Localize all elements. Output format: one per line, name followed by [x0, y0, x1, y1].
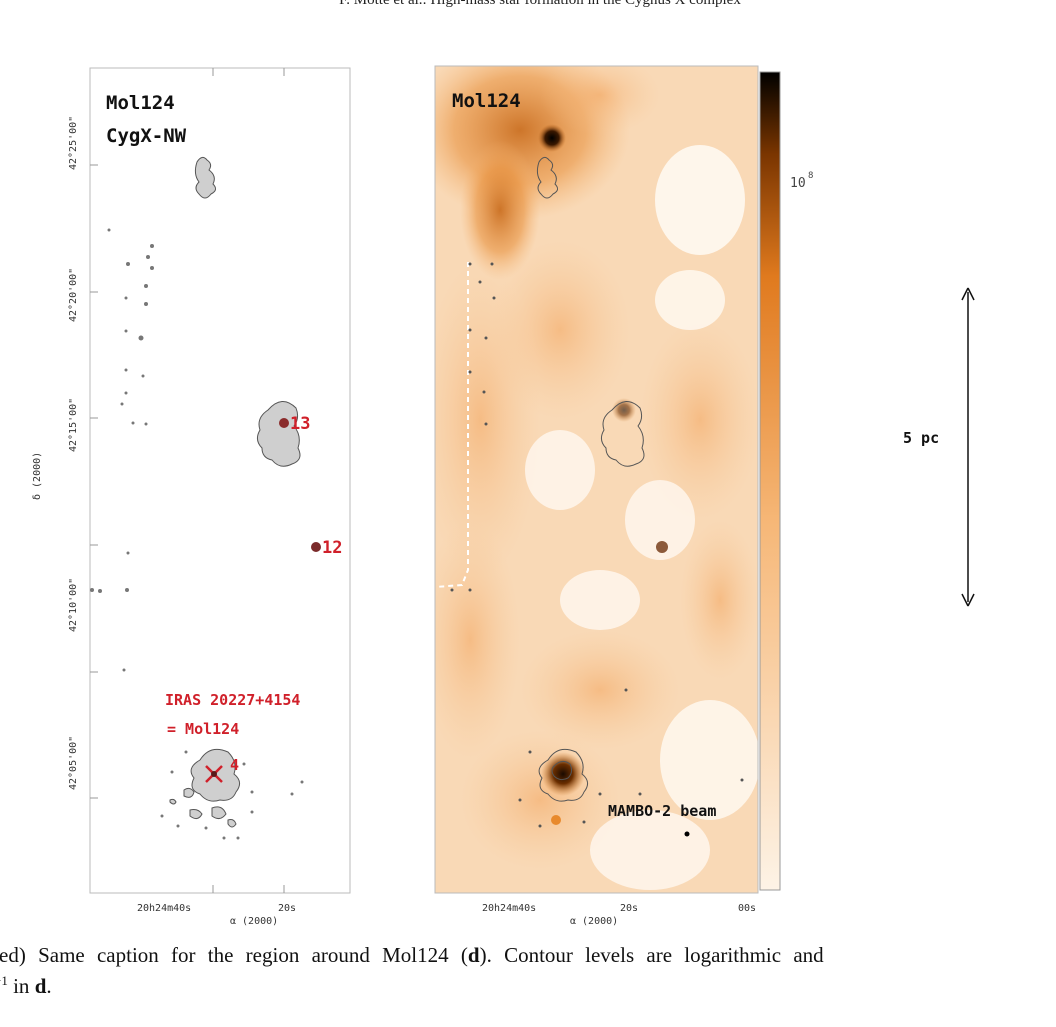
- contour-cygx-nw: [194, 156, 217, 199]
- left-panel: Mol124 CygX-NW 42°25'00" 42°20'00" 42°15…: [32, 67, 351, 927]
- beam-marker: [684, 831, 690, 837]
- left-region-label: CygX-NW: [106, 125, 187, 147]
- marker-4-label: 4: [230, 756, 239, 774]
- iras-label-line2: = Mol124: [167, 720, 239, 738]
- colorbar-exponent: 8: [808, 171, 813, 181]
- scale-bar: 5 pc: [903, 287, 975, 607]
- right-ra-tick-label: 20h24m40s: [482, 903, 536, 914]
- marker-12-label: 12: [322, 538, 342, 558]
- scale-bar-label: 5 pc: [903, 429, 939, 447]
- right-contours: [536, 156, 645, 802]
- dec-tick-label: 42°20'00": [68, 268, 79, 322]
- beam-label: MAMBO-2 beam: [608, 802, 716, 820]
- marker-4: 4: [205, 756, 239, 783]
- survey-boundary: [435, 262, 469, 588]
- iras-label-line1: IRAS 20227+4154: [165, 691, 300, 709]
- right-source-label: Mol124: [452, 90, 521, 112]
- caption-line1-start: nued) Same caption for the region around…: [0, 943, 468, 967]
- dec-tick-label: 42°15'00": [68, 398, 79, 452]
- colorbar-value: 10: [790, 176, 806, 191]
- contour-4-dots: [160, 750, 304, 840]
- marker-13: 13: [279, 414, 310, 434]
- right-panel-frame: [434, 65, 759, 894]
- left-ticks: [90, 68, 285, 893]
- marker-12: 12: [311, 538, 342, 558]
- left-xlabel: α (2000): [230, 916, 278, 927]
- figure-caption: nued) Same caption for the region around…: [0, 942, 1056, 1027]
- right-ra-tick-label: 20s: [620, 903, 638, 914]
- caption-unit-exponent: −1: [0, 973, 8, 988]
- caption-line-1: nued) Same caption for the region around…: [0, 942, 824, 968]
- right-contour-dots: [450, 262, 744, 828]
- dec-tick-labels: 42°25'00" 42°20'00" 42°15'00" 42°10'00" …: [68, 116, 79, 790]
- left-ra-tick-label: 20h24m40s: [137, 903, 191, 914]
- contour-source-13: [256, 401, 301, 467]
- caption-line2-letter: d: [34, 974, 47, 998]
- caption-line2-mid: in: [7, 974, 35, 998]
- caption-line-2: −1 in d.: [0, 968, 52, 999]
- left-ra-tick-label: 20s: [278, 903, 296, 914]
- colorbar: [759, 71, 781, 891]
- colorbar-label: 10 8: [790, 171, 813, 191]
- caption-line1-end: ). Contour levels are logarithmic and: [479, 943, 824, 967]
- right-ra-tick-label: 00s: [738, 903, 756, 914]
- dec-tick-label: 42°10'00": [68, 578, 79, 632]
- dec-tick-label: 42°05'00": [68, 736, 79, 790]
- left-source-label: Mol124: [106, 92, 175, 114]
- contour-dots: [90, 228, 154, 672]
- dec-tick-label: 42°25'00": [68, 116, 79, 170]
- right-xlabel: α (2000): [570, 916, 618, 927]
- marker-13-label: 13: [290, 414, 310, 434]
- emission-map: [435, 66, 758, 893]
- running-title: F. Motte et al.: High-mass star formatio…: [339, 0, 741, 8]
- right-panel: Mol124 10 8 20h24m40s 20s 00s α (2000) M…: [434, 65, 813, 927]
- caption-line2-end: .: [46, 974, 52, 998]
- caption-panel-letter: d: [467, 943, 480, 967]
- left-ylabel: δ (2000): [32, 452, 43, 500]
